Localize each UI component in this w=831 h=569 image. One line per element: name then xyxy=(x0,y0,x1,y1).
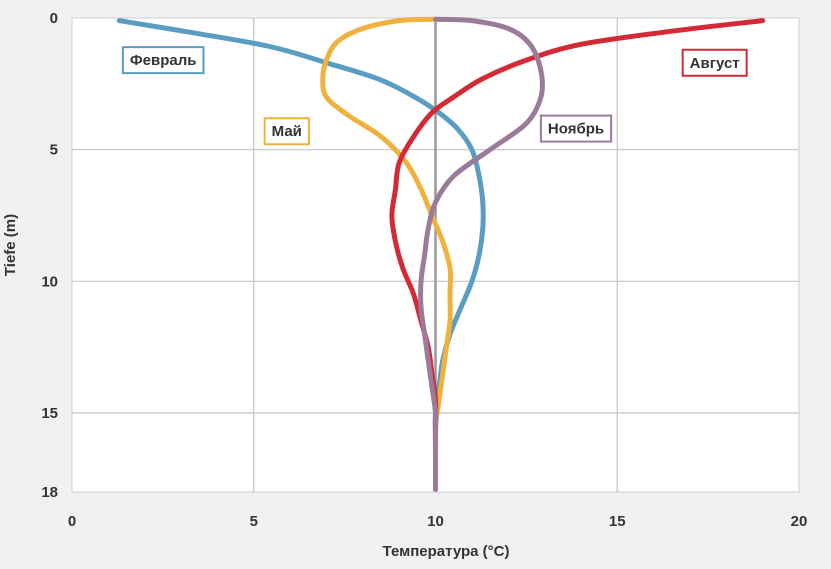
legend-box xyxy=(263,117,310,146)
legend-text: Ноябрь xyxy=(548,121,604,138)
legend-box xyxy=(681,48,748,77)
x-tick-label: 5 xyxy=(250,513,258,530)
legend-text: Май xyxy=(272,123,302,140)
legend-text: Февраль xyxy=(130,52,197,69)
y-tick-label: 0 xyxy=(50,10,58,27)
legend-label-february: Февраль xyxy=(121,46,205,75)
legend-text: Август xyxy=(690,55,740,72)
legend-label-august: Август xyxy=(681,48,748,77)
legend-box xyxy=(539,114,613,143)
x-tick-label: 15 xyxy=(609,513,626,530)
x-axis-title: Температура (°C) xyxy=(383,543,510,560)
series-layer xyxy=(116,16,766,492)
series-may-line xyxy=(320,16,454,482)
legend-layer: Февраль Май Август Ноябрь xyxy=(121,46,748,146)
y-tick-label: 18 xyxy=(41,484,58,501)
y-axis-title: Tiefe (m) xyxy=(2,214,19,276)
tick-layer: 0 5 10 15 20 0 5 10 15 18 xyxy=(41,10,807,530)
y-tick-label: 5 xyxy=(50,142,58,159)
legend-label-november: Ноябрь xyxy=(539,114,613,143)
x-tick-label: 0 xyxy=(68,513,76,530)
legend-label-may: Май xyxy=(263,117,310,146)
x-tick-label: 10 xyxy=(427,513,444,530)
legend-box xyxy=(121,46,205,75)
y-tick-label: 10 xyxy=(41,273,58,290)
series-november-line xyxy=(418,16,545,492)
y-tick-label: 15 xyxy=(41,405,58,422)
x-tick-label: 20 xyxy=(791,513,808,530)
